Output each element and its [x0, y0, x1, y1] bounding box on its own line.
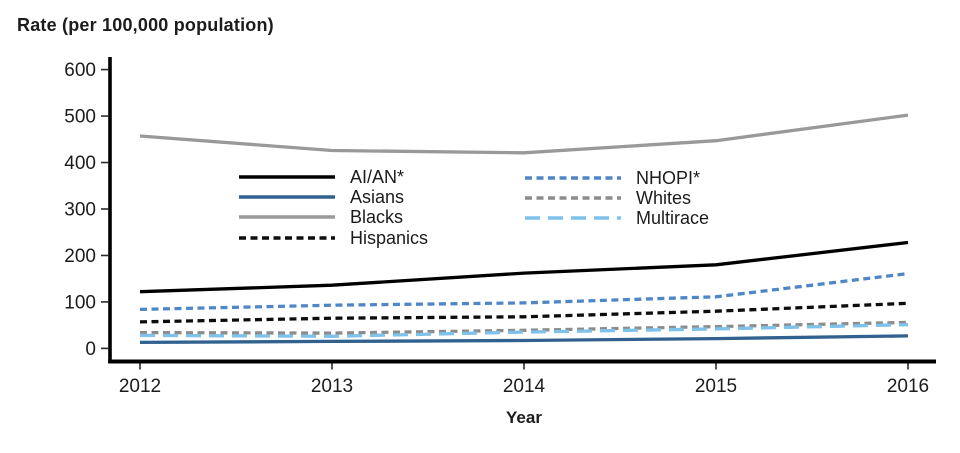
legend-item-blacks: Blacks — [237, 207, 428, 227]
x-tick-label: 2014 — [503, 376, 546, 397]
legend-label: AI/AN* — [350, 167, 405, 188]
legend-item-nhopi: NHOPI* — [523, 168, 709, 188]
series-line-aian — [139, 240, 909, 294]
y-tick-label: 400 — [64, 153, 96, 174]
y-tick-label: 500 — [64, 107, 96, 128]
legend-label: Whites — [636, 188, 692, 209]
y-tick-label: 200 — [64, 246, 96, 267]
series-line-nhopi — [139, 271, 909, 312]
series-line-multirace — [139, 323, 909, 338]
legend-item-whites: Whites — [523, 188, 709, 208]
legend-swatch-line — [525, 176, 621, 180]
y-tick-label: 0 — [85, 339, 96, 360]
x-tick-label: 2015 — [695, 376, 737, 397]
series-line-whites — [139, 320, 909, 335]
legend-swatch-line — [239, 235, 335, 240]
legend-item-hispanics: Hispanics — [237, 228, 428, 248]
legend-label: NHOPI* — [636, 168, 701, 189]
legend-swatch-line — [525, 216, 621, 221]
legend-item-multirace: Multirace — [523, 208, 709, 228]
y-tick-label: 600 — [64, 60, 96, 81]
legend-item-asians: Asians — [237, 187, 428, 207]
legend-label: Asians — [350, 187, 405, 208]
legend-label: Blacks — [350, 207, 404, 228]
x-tick-label: 2012 — [119, 376, 161, 397]
series-line-hispanics — [139, 301, 909, 324]
legend-column-1: AI/AN* Asians Blacks Hispanics — [237, 167, 428, 248]
x-tick-label: 2016 — [887, 376, 929, 397]
legend-label: Hispanics — [350, 227, 429, 248]
y-tick-label: 100 — [64, 292, 96, 313]
legend-column-2: NHOPI* Whites Multirace — [523, 168, 709, 229]
legend-swatch-line — [239, 195, 335, 199]
legend-swatch-line — [525, 196, 621, 200]
legend-swatch-line — [239, 215, 335, 220]
legend-swatch-line — [239, 175, 335, 179]
chart-title: Rate (per 100,000 population) — [17, 15, 274, 35]
series-line-asians — [139, 334, 909, 345]
legend-item-aian: AI/AN* — [237, 167, 428, 187]
series-line-blacks — [139, 113, 909, 155]
x-tick-label: 2013 — [311, 376, 353, 397]
y-tick-label: 300 — [64, 200, 96, 221]
x-axis-label: Year — [506, 408, 542, 427]
legend-label: Multirace — [636, 208, 710, 229]
